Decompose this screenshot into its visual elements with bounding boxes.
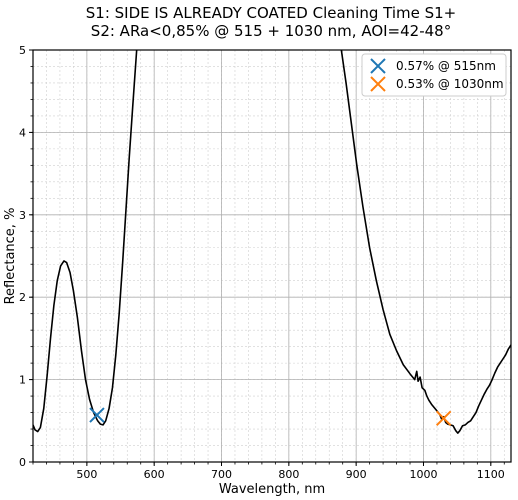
- legend-label-515: 0.57% @ 515nm: [396, 59, 496, 73]
- legend-x-mark-1: [370, 76, 386, 92]
- x-axis-ticks: 500 600 700 800 900 1000 1100: [32, 462, 505, 481]
- reflectance-series-1: [340, 50, 511, 434]
- data-marker-1: [435, 410, 452, 427]
- y-tick-label: 2: [19, 291, 26, 304]
- reflectance-series-0: [33, 50, 138, 433]
- legend-label-1030: 0.53% @ 1030nm: [396, 77, 504, 91]
- data-marker-0: [89, 407, 105, 423]
- x-tick-label: 800: [278, 468, 299, 481]
- x-tick-label: 600: [144, 468, 165, 481]
- legend-marker-1030: [370, 76, 386, 92]
- x-tick-label: 1000: [409, 468, 437, 481]
- y-tick-label: 0: [19, 456, 26, 469]
- plot-frame: [32, 49, 512, 463]
- legend-x-mark-0: [370, 58, 386, 74]
- legend: 0.57% @ 515nm 0.53% @ 1030nm: [361, 53, 507, 97]
- y-tick-label: 3: [19, 209, 26, 222]
- legend-entry-1030: 0.53% @ 1030nm: [370, 76, 504, 92]
- x-tick-label: 900: [346, 468, 367, 481]
- minor-grid: [32, 50, 511, 462]
- x-tick-label: 1100: [477, 468, 505, 481]
- legend-entry-515: 0.57% @ 515nm: [370, 58, 496, 74]
- y-axis-ticks: 0 1 2 3 4 5: [19, 44, 33, 469]
- legend-box: [361, 53, 507, 97]
- x-tick-label: 500: [76, 468, 97, 481]
- major-grid: [33, 49, 511, 463]
- chart-title-line-1: S1: SIDE IS ALREADY COATED Cleaning Time…: [86, 4, 457, 22]
- marker-layer: [89, 407, 452, 427]
- y-tick-label: 5: [19, 44, 26, 57]
- x-axis-label: Wavelength, nm: [219, 482, 325, 497]
- y-tick-label: 4: [19, 126, 26, 139]
- x-tick-label: 700: [211, 468, 232, 481]
- legend-marker-515: [370, 58, 386, 74]
- chart-title-line-2: S2: ARa<0,85% @ 515 + 1030 nm, AOI=42-48…: [91, 22, 451, 40]
- series-layer: [33, 50, 511, 434]
- y-axis-label: Reflectance, %: [3, 208, 18, 305]
- y-tick-label: 1: [19, 374, 26, 387]
